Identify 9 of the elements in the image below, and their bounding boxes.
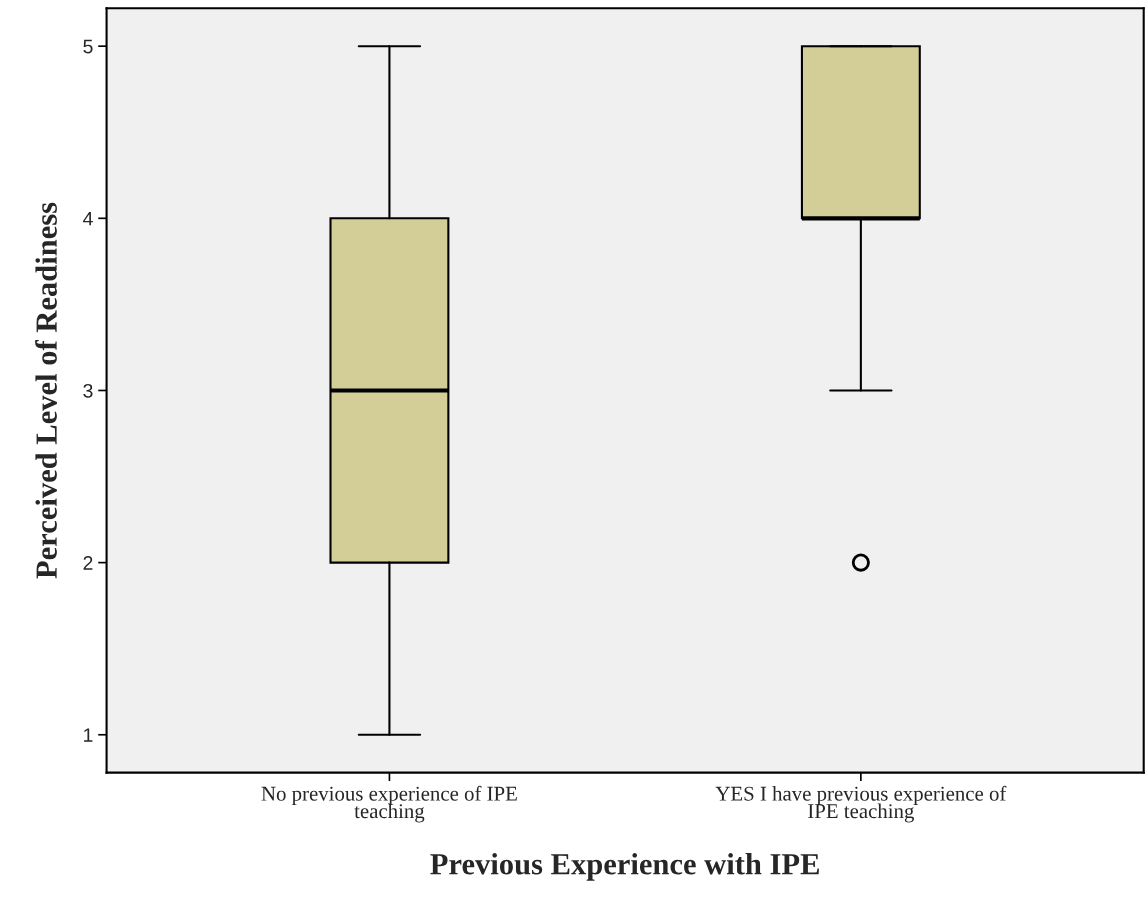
x-axis-title: Previous Experience with IPE (430, 853, 819, 881)
y-tick-label: 5 (83, 39, 93, 54)
x-tick-label: YES I have previous experience of IPE teaching (715, 785, 1007, 823)
x-tick-label: No previous experience of IPE teaching (261, 785, 517, 823)
y-tick-label: 3 (83, 383, 93, 398)
y-tick-label: 1 (84, 728, 93, 742)
y-tick-label: 2 (83, 556, 93, 570)
y-axis-title: Perceived Level of Readiness (35, 202, 57, 579)
y-tick-label: 4 (83, 211, 93, 226)
